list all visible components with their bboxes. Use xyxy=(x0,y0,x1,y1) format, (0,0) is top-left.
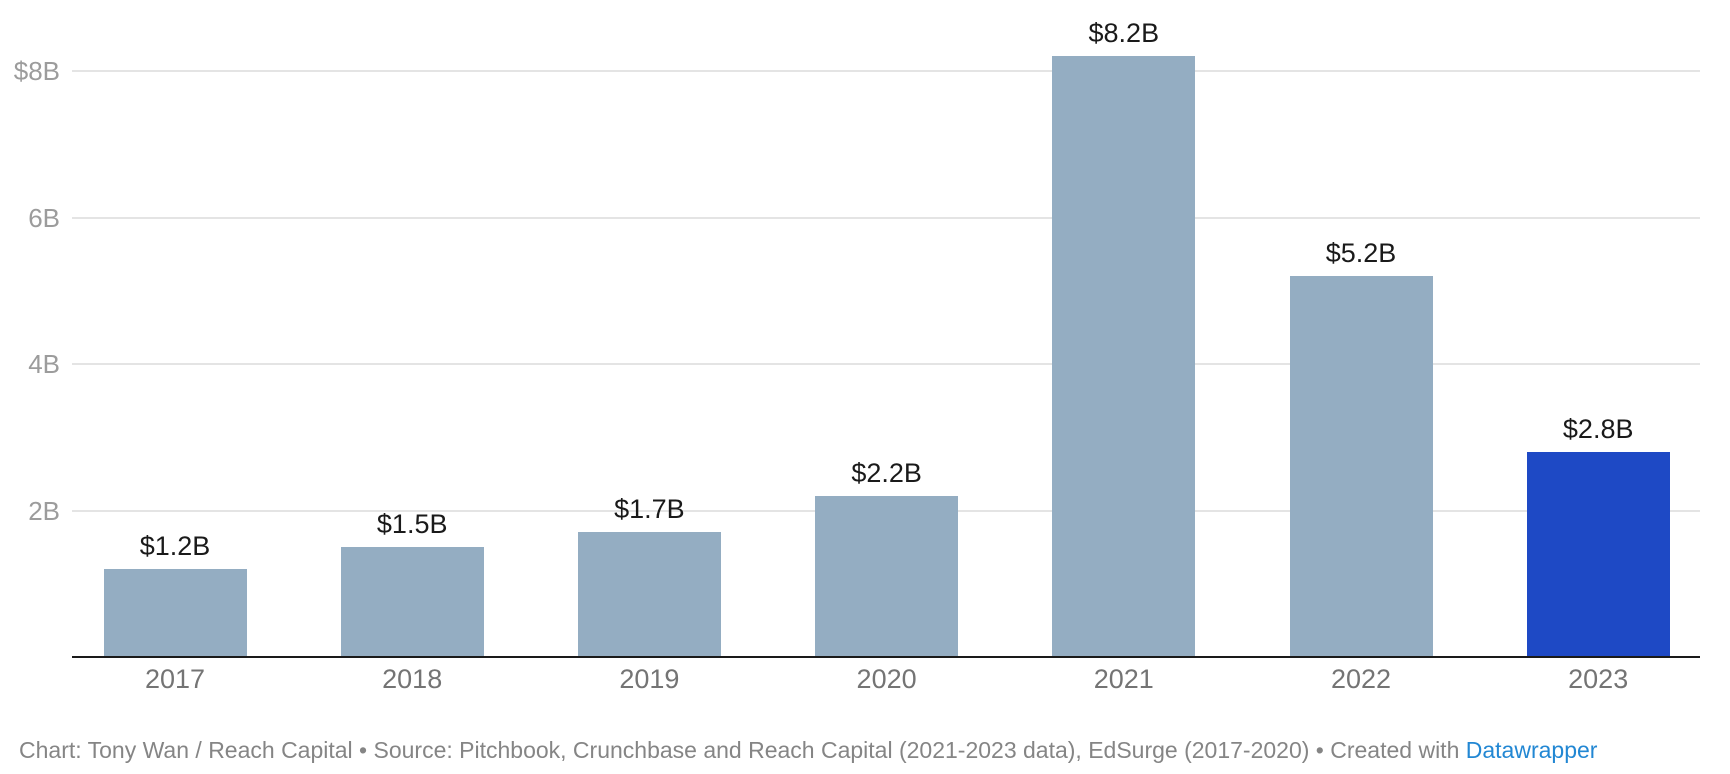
bar-2023 xyxy=(1526,451,1670,657)
bar-value-label-2019: $1.7B xyxy=(614,494,685,525)
y-gridline xyxy=(72,70,1700,72)
plot-area: $8B 6B 4B 2B $1.2B 2017 $1.5B 2018 $1.7B 2019 $2.2… xyxy=(13,18,1700,694)
y-tick-label: 6B xyxy=(28,202,60,233)
y-tick-label: $8B xyxy=(13,56,60,86)
credit-text: Chart: Tony Wan / Reach Capital • Source… xyxy=(19,737,1466,763)
bar-value-label-2022: $5.2B xyxy=(1325,238,1397,269)
y-tick-label: 2B xyxy=(28,495,60,526)
bar-value-label-2020: $2.2B xyxy=(851,457,922,488)
bar-value-label-2018: $1.5B xyxy=(376,509,448,540)
bar-2018 xyxy=(340,547,484,657)
x-axis-line xyxy=(72,656,1700,658)
datawrapper-link[interactable]: Datawrapper xyxy=(1465,737,1598,763)
y-gridline xyxy=(72,216,1700,219)
bar-2020 xyxy=(815,495,959,657)
x-tick-label-2019: 2019 xyxy=(619,664,680,694)
x-tick-label-2018: 2018 xyxy=(382,664,443,694)
y-tick-label: 4B xyxy=(28,349,60,379)
bar-2017 xyxy=(103,569,247,657)
x-tick-label-2020: 2020 xyxy=(856,664,917,694)
chart-footer-credit: Chart: Tony Wan / Reach Capital • Source… xyxy=(19,736,1597,764)
bar-2022 xyxy=(1289,276,1433,657)
bar-2021 xyxy=(1052,56,1196,657)
bar-value-label-2021: $8.2B xyxy=(1088,18,1160,49)
bar-2019 xyxy=(577,532,721,657)
bar-value-label-2017: $1.2B xyxy=(139,531,211,562)
x-tick-label-2021: 2021 xyxy=(1093,664,1154,694)
bar-value-label-2023: $2.8B xyxy=(1562,413,1634,444)
x-tick-label-2023: 2023 xyxy=(1568,664,1629,694)
x-tick-label-2017: 2017 xyxy=(144,664,206,694)
x-tick-label-2022: 2022 xyxy=(1330,664,1392,694)
y-gridline xyxy=(72,363,1700,365)
